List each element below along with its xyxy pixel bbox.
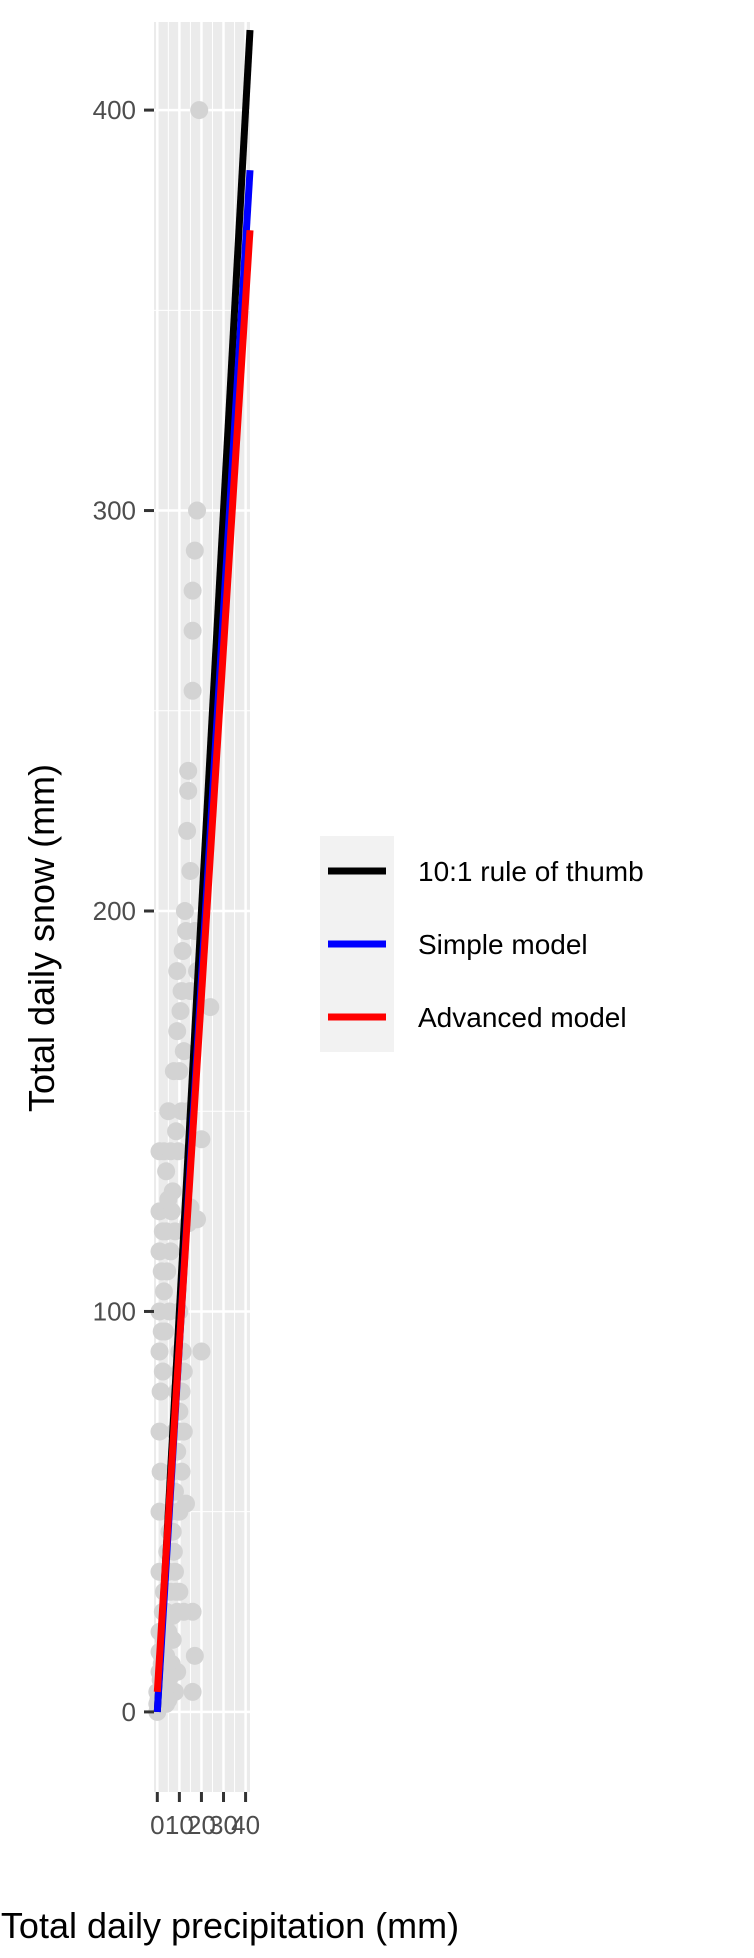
data-point [190, 101, 209, 120]
legend-label-advanced: Advanced model [418, 1002, 627, 1033]
data-point [160, 1302, 179, 1321]
data-point [167, 1122, 186, 1141]
data-point [150, 1342, 169, 1361]
data-point [169, 1142, 188, 1161]
legend-label-rule: 10:1 rule of thumb [418, 856, 644, 887]
data-point [177, 1494, 195, 1513]
x-tick-label: 20 [187, 1810, 216, 1840]
data-point [201, 998, 220, 1017]
data-point [174, 1042, 193, 1061]
data-point [183, 681, 202, 700]
data-point [162, 1202, 181, 1221]
data-point [151, 1382, 170, 1401]
data-point [183, 621, 202, 640]
x-axis-title: Total daily precipitation (mm) [1, 1905, 459, 1946]
data-point [170, 1062, 189, 1081]
data-point [179, 761, 198, 780]
data-point [175, 902, 194, 921]
data-point [188, 501, 207, 520]
y-axis-title: Total daily snow (mm) [21, 764, 62, 1112]
data-point [156, 1322, 175, 1341]
data-point [161, 1242, 180, 1261]
legend: 10:1 rule of thumb Simple model Advanced… [320, 836, 644, 1052]
data-point [161, 1666, 180, 1685]
data-point [181, 861, 200, 880]
y-tick-label: 200 [93, 896, 136, 926]
data-point [165, 1562, 184, 1581]
data-point [151, 1462, 170, 1481]
data-point [179, 781, 198, 800]
y-tick-label: 400 [93, 95, 136, 125]
x-tick-label: 0 [150, 1810, 164, 1840]
data-point [168, 962, 187, 981]
data-point [183, 1682, 202, 1701]
data-point [157, 1162, 176, 1181]
advanced-model-line [153, 230, 254, 1693]
data-point [153, 1362, 172, 1381]
data-point [185, 1646, 204, 1665]
data-point [165, 1222, 184, 1241]
y-tick-label: 300 [93, 496, 136, 526]
data-point [192, 1130, 211, 1149]
data-point [178, 821, 197, 840]
data-point [172, 1462, 191, 1481]
legend-label-simple: Simple model [418, 929, 588, 960]
data-point [168, 1022, 187, 1041]
x-tick-label: 30 [209, 1810, 238, 1840]
model-lines [153, 29, 254, 1713]
data-point [173, 942, 192, 961]
data-point [171, 1002, 190, 1021]
x-tick-label: 40 [231, 1810, 260, 1840]
y-tick-label: 0 [122, 1697, 136, 1727]
data-point [188, 1210, 207, 1229]
data-point [170, 1582, 189, 1601]
x-tick-label: 10 [165, 1810, 194, 1840]
data-point [163, 1182, 182, 1201]
data-point [185, 541, 204, 560]
data-point [150, 1502, 169, 1521]
data-point [174, 1602, 193, 1621]
data-point [183, 581, 202, 600]
data-point [150, 1422, 169, 1441]
data-point [192, 1342, 211, 1361]
data-point [158, 1262, 177, 1281]
y-tick-label: 100 [93, 1296, 136, 1326]
data-point [154, 1282, 173, 1301]
data-point [159, 1102, 178, 1121]
data-point [174, 1422, 193, 1441]
